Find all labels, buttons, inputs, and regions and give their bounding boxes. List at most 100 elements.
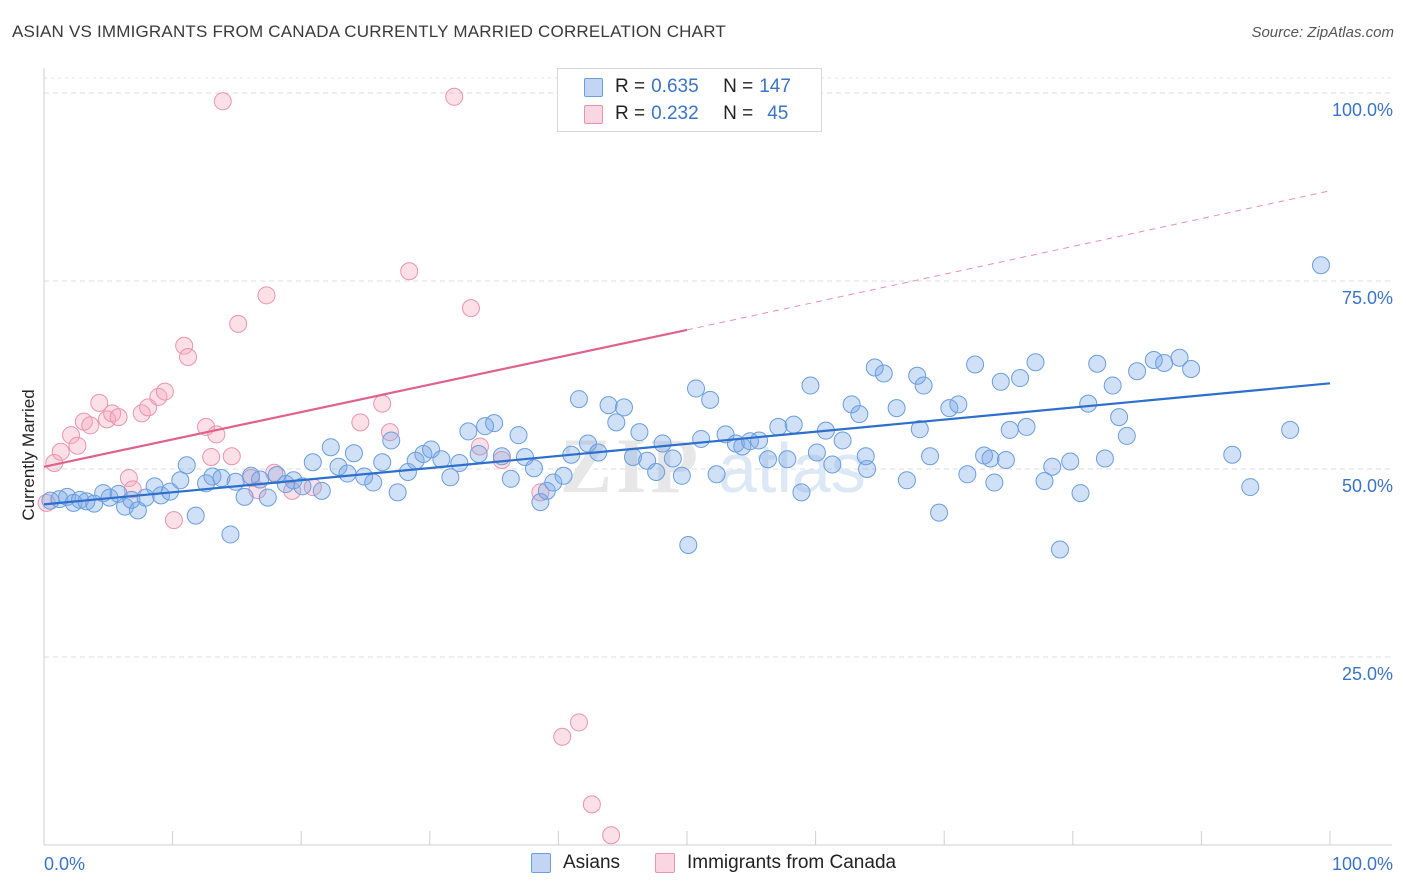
point-asians [450, 454, 469, 473]
legend-label-asians: Asians [563, 852, 621, 873]
point-asians [382, 431, 401, 450]
point-immigrants [445, 87, 464, 106]
point-immigrants [68, 436, 87, 455]
series-legend: Asians Immigrants from Canada [0, 852, 1406, 878]
legend-row-immigrants: R = 0.232 N = 45 [584, 101, 788, 127]
chart-title: ASIAN VS IMMIGRANTS FROM CANADA CURRENTL… [12, 22, 726, 41]
point-asians [509, 426, 528, 445]
legend-n-value: 147 [759, 76, 791, 97]
tick-labels: 25.0% 50.0% 75.0% 100.0% 0.0% 100.0% [44, 100, 1393, 874]
point-asians [1035, 472, 1054, 491]
legend-r-label: R = [615, 103, 646, 124]
legend-r-value: 0.635 [651, 76, 699, 97]
point-asians [321, 438, 340, 457]
point-asians [833, 431, 852, 450]
point-asians [687, 379, 706, 398]
series-immigrants-from-canada [37, 87, 621, 845]
point-asians [850, 405, 869, 424]
point-asians [152, 486, 171, 505]
point-immigrants [175, 336, 194, 355]
point-asians [1311, 256, 1330, 275]
point-asians [599, 396, 618, 415]
point-asians [672, 466, 691, 485]
point-asians [707, 465, 726, 484]
point-asians [329, 457, 348, 476]
point-asians [1088, 354, 1107, 373]
point-asians [716, 425, 735, 444]
point-asians [914, 376, 933, 395]
point-immigrants [470, 437, 489, 456]
point-asians [1079, 394, 1098, 413]
point-asians [1155, 353, 1174, 372]
trend-line-immigrants [43, 328, 688, 468]
point-asians [692, 429, 711, 448]
point-immigrants [164, 511, 183, 530]
point-asians [663, 449, 682, 468]
legend-n-label: N = [723, 76, 754, 97]
point-asians [1103, 376, 1122, 395]
point-immigrants [62, 426, 81, 445]
legend-swatch-immigrants [584, 104, 603, 124]
point-immigrants [531, 483, 550, 502]
legend-item-immigrants[interactable]: Immigrants from Canada [655, 852, 896, 874]
point-asians [303, 453, 322, 472]
point-immigrants [81, 416, 100, 435]
point-immigrants [222, 447, 241, 466]
point-asians [1128, 362, 1147, 381]
point-asians [930, 503, 949, 522]
legend-n-value: 45 [767, 103, 789, 124]
point-asians [1026, 353, 1045, 372]
point-asians [186, 506, 205, 525]
point-asians [469, 444, 488, 463]
point-immigrants [257, 286, 276, 305]
point-immigrants [373, 394, 392, 413]
point-immigrants [569, 713, 588, 732]
point-immigrants [602, 826, 621, 845]
point-asians [344, 444, 363, 463]
point-asians [1011, 369, 1030, 388]
legend-row-asians: R = 0.635 N = 147 [584, 74, 791, 100]
point-asians [177, 456, 196, 475]
point-asians [792, 483, 811, 502]
correlation-legend: R = 0.635 N = 147 R = 0.232 N = 45 [557, 68, 822, 132]
point-asians [531, 493, 550, 512]
legend-swatch-asians [531, 853, 551, 873]
point-asians [807, 443, 826, 462]
point-asians [630, 423, 649, 442]
point-immigrants [461, 299, 480, 318]
y-tick-label: 25.0% [1342, 664, 1393, 684]
x-tick-label: 100.0% [1332, 854, 1393, 874]
point-asians [614, 398, 633, 417]
legend-r-label: R = [615, 76, 646, 97]
legend-item-asians[interactable]: Asians [531, 852, 620, 874]
point-asians [203, 467, 222, 486]
legend-swatch-asians [584, 77, 603, 97]
point-immigrants [400, 262, 419, 281]
point-asians [858, 460, 877, 479]
point-asians [1223, 445, 1242, 464]
point-asians [258, 488, 277, 507]
point-asians [1000, 420, 1019, 439]
point-asians [388, 483, 407, 502]
point-asians [1241, 478, 1260, 497]
point-immigrants [351, 413, 370, 432]
point-asians [823, 455, 842, 474]
point-immigrants [90, 393, 109, 412]
point-immigrants [155, 382, 174, 401]
point-asians [1061, 452, 1080, 471]
point-asians [759, 450, 778, 469]
point-asians [544, 473, 563, 492]
point-asians [856, 447, 875, 466]
point-asians [578, 434, 597, 453]
point-asians [1144, 350, 1163, 369]
point-asians [1050, 540, 1069, 559]
trend-line-asians [43, 382, 1331, 506]
source-label: Source: ZipAtlas.com [1251, 24, 1394, 41]
point-asians [312, 481, 331, 500]
point-asians [212, 469, 231, 488]
point-asians [887, 399, 906, 418]
point-asians [769, 417, 788, 436]
point-asians [501, 469, 520, 488]
watermark-atlas: atlas [718, 429, 866, 507]
